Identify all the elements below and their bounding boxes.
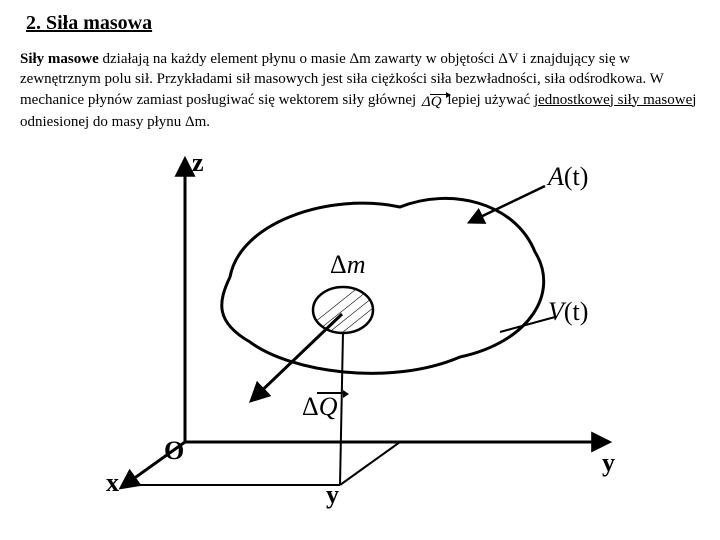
force-vector-dq — [252, 314, 342, 400]
label-axis-y: y — [602, 448, 615, 478]
label-delta-q: ΔQ — [302, 392, 338, 422]
fluid-region-boundary — [222, 198, 544, 373]
label-v-t: V(t) — [548, 297, 588, 327]
label-a-t: A(t) — [548, 162, 588, 192]
label-origin: O — [164, 436, 184, 466]
inline-delta-q-vector: ΔQ — [420, 92, 444, 112]
lead-bold: Siły masowe — [20, 51, 99, 67]
section-title: 2. Siła masowa — [26, 12, 700, 35]
figure: z y x O A(t) V(t) Δm ΔQ y — [90, 142, 630, 502]
para-text-2: lepiej używać — [444, 92, 534, 108]
label-axis-x: x — [106, 468, 119, 498]
label-axis-z: z — [192, 148, 204, 178]
proj-vertical — [340, 332, 343, 485]
para-text-3: odniesionej do masy płynu Δm. — [20, 114, 210, 130]
proj-edge — [340, 442, 400, 485]
mass-element-hatch — [290, 262, 444, 396]
label-delta-m: Δm — [330, 250, 366, 280]
para-underline: jednostkowej siły masowej — [534, 92, 696, 108]
body-paragraph: Siły masowe działają na każdy element pł… — [20, 49, 700, 132]
label-axis-y-lower: y — [326, 480, 339, 510]
